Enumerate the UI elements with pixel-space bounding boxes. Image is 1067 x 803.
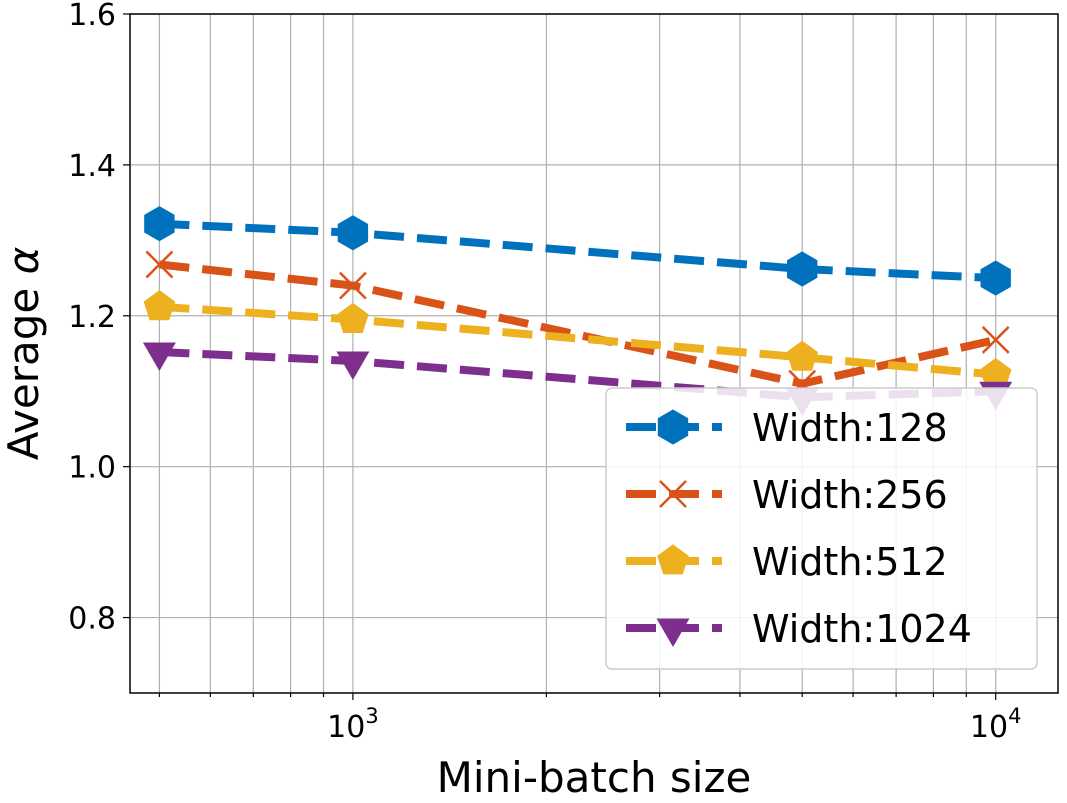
y-axis-title-text: Average <box>0 288 48 460</box>
legend-entry: Width:256 <box>626 473 948 517</box>
x-tick-label: 103 <box>327 704 379 745</box>
legend: Width:128 Width:256 Width:512 Width:1024 <box>605 387 1038 670</box>
data-point <box>144 206 175 242</box>
series-line <box>159 219 996 283</box>
y-axis-title: Average α <box>0 246 48 460</box>
legend-entry: Width:512 <box>626 540 948 584</box>
series-layer <box>142 206 1013 417</box>
legend-marker <box>657 409 689 445</box>
data-point <box>787 251 818 287</box>
y-tick-label: 1.2 <box>68 300 116 335</box>
legend-marker <box>659 480 687 508</box>
x-axis-title: Mini-batch size <box>437 753 752 802</box>
marker-stroke <box>659 480 687 508</box>
marker-stroke <box>145 250 174 279</box>
legend-entry: Width:128 <box>626 406 948 450</box>
data-point <box>142 342 176 371</box>
y-axis-title-symbol: α <box>0 246 48 274</box>
data-point <box>337 302 369 333</box>
legend-marker <box>656 618 690 647</box>
data-point <box>339 271 367 300</box>
y-tick-label: 1.6 <box>68 0 116 33</box>
legend-label: Width:128 <box>752 406 948 450</box>
data-point <box>980 260 1011 296</box>
legend-label: Width:1024 <box>752 607 972 651</box>
marker-stroke <box>981 326 1010 354</box>
data-point <box>981 326 1010 354</box>
x-tick-label-exponent: 3 <box>365 704 378 728</box>
data-point <box>337 215 369 251</box>
data-point <box>143 290 176 321</box>
legend-marker <box>657 544 689 575</box>
legend-entry: Width:1024 <box>626 607 972 651</box>
x-tick-label-exponent: 4 <box>1008 704 1021 728</box>
series-line <box>159 302 997 379</box>
series-width-256 <box>145 250 1010 398</box>
series-width-128 <box>144 206 1011 296</box>
x-tick-label-base: 10 <box>970 710 1008 745</box>
plot-frame <box>129 13 1059 694</box>
y-tick-label: 1.4 <box>68 149 116 184</box>
marker-stroke <box>339 271 367 300</box>
legend-label: Width:256 <box>752 473 948 517</box>
series-width-512 <box>143 290 1012 389</box>
legend-box <box>605 387 1038 670</box>
y-tick-label: 1.0 <box>68 451 116 486</box>
legend-label: Width:512 <box>752 540 948 584</box>
data-point <box>145 250 174 279</box>
series-line <box>158 260 997 388</box>
y-tick-label: 0.8 <box>68 602 116 637</box>
data-point <box>336 351 370 380</box>
data-point <box>786 340 818 371</box>
x-tick-label-base: 10 <box>327 710 365 745</box>
x-tick-label: 104 <box>970 704 1022 745</box>
